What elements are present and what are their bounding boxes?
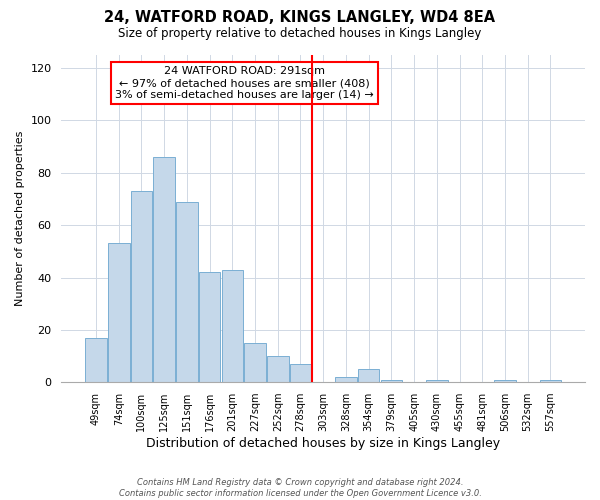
Bar	[426, 380, 448, 382]
Bar	[85, 338, 107, 382]
Bar	[494, 380, 516, 382]
Text: 24, WATFORD ROAD, KINGS LANGLEY, WD4 8EA: 24, WATFORD ROAD, KINGS LANGLEY, WD4 8EA	[104, 10, 496, 25]
Bar	[267, 356, 289, 382]
Text: Size of property relative to detached houses in Kings Langley: Size of property relative to detached ho…	[118, 28, 482, 40]
Y-axis label: Number of detached properties: Number of detached properties	[15, 131, 25, 306]
Bar	[221, 270, 243, 382]
Text: 24 WATFORD ROAD: 291sqm
← 97% of detached houses are smaller (408)
3% of semi-de: 24 WATFORD ROAD: 291sqm ← 97% of detache…	[115, 66, 374, 100]
Bar	[244, 343, 266, 382]
Text: Contains HM Land Registry data © Crown copyright and database right 2024.
Contai: Contains HM Land Registry data © Crown c…	[119, 478, 481, 498]
Bar	[199, 272, 220, 382]
Bar	[539, 380, 561, 382]
Bar	[154, 157, 175, 382]
Bar	[358, 369, 379, 382]
Bar	[108, 244, 130, 382]
Bar	[335, 377, 357, 382]
Bar	[131, 191, 152, 382]
Bar	[380, 380, 402, 382]
Bar	[176, 202, 197, 382]
Bar	[290, 364, 311, 382]
X-axis label: Distribution of detached houses by size in Kings Langley: Distribution of detached houses by size …	[146, 437, 500, 450]
